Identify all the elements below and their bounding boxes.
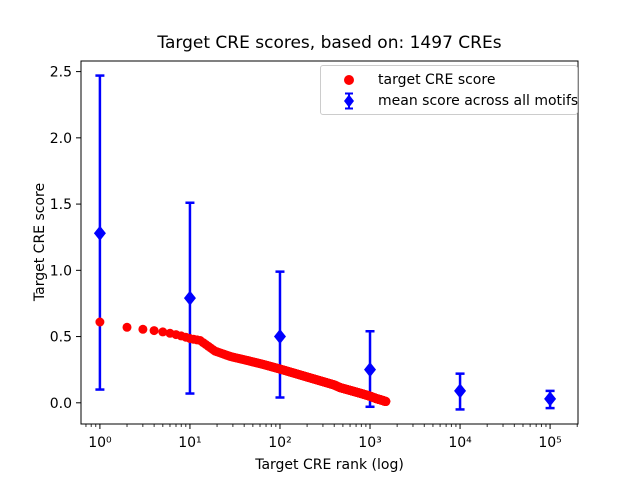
target-score-scatter-series: [95, 317, 391, 406]
legend-item-target-score: target CRE score: [321, 69, 577, 90]
y-tick-label: 2.0: [50, 131, 72, 147]
legend: target CRE score mean score across all m…: [320, 65, 578, 115]
y-tick-label: 1.5: [50, 197, 72, 213]
legend-diamond-glyph: [344, 94, 354, 107]
x-axis: 10⁰ 10¹ 10² 10³ 10⁴ 10⁵: [85, 424, 578, 451]
mean-score-diamond: [273, 329, 286, 345]
mean-score-diamond: [364, 362, 377, 378]
x-axis-label: Target CRE rank (log): [255, 457, 404, 473]
x-tick-label: 10⁰: [88, 435, 112, 451]
mean-score-diamond: [454, 383, 467, 399]
mean-score-errorbar-series: [93, 74, 557, 411]
x-tick-label: 10²: [268, 435, 291, 451]
x-tick-label: 10³: [358, 435, 381, 451]
chart-title: Target CRE scores, based on: 1497 CREs: [157, 33, 502, 53]
x-tick-label: 10¹: [178, 435, 201, 451]
y-tick-label: 2.5: [50, 65, 72, 81]
legend-label: target CRE score: [378, 71, 496, 88]
mean-score-diamond: [183, 290, 196, 306]
circle-marker-icon: [344, 74, 354, 85]
legend-circle-glyph: [344, 74, 354, 85]
x-tick-label: 10⁴: [448, 435, 472, 451]
plot-border: [80, 60, 579, 425]
legend-label: mean score across all motifs: [378, 92, 579, 109]
mean-score-diamond: [93, 225, 106, 241]
x-tick-label: 10⁵: [538, 435, 561, 451]
y-tick-label: 0.5: [50, 330, 72, 346]
y-axis: 0.0 0.5 1.0 1.5 2.0 2.5: [50, 65, 81, 412]
mean-score-diamond: [544, 391, 557, 407]
y-tick-label: 0.0: [50, 396, 72, 412]
y-tick-label: 1.0: [50, 263, 72, 279]
legend-item-mean-score: mean score across all motifs: [321, 90, 579, 111]
diamond-errorbar-marker-icon: [344, 92, 354, 109]
